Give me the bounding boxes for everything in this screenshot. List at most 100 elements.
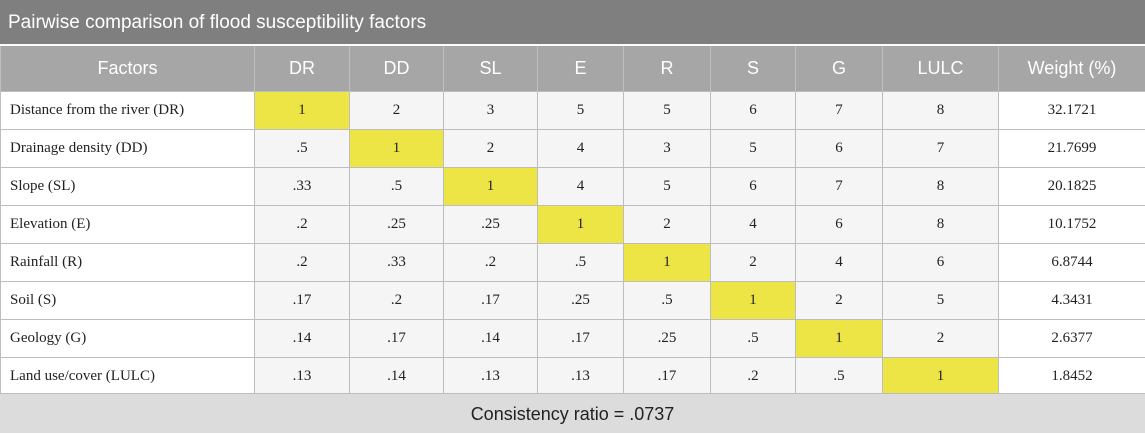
value-cell: 5 xyxy=(883,282,999,320)
value-cell: 6 xyxy=(796,130,883,168)
value-cell: .17 xyxy=(350,320,444,358)
factor-cell: Drainage density (DD) xyxy=(1,130,255,168)
diagonal-cell: 1 xyxy=(350,130,444,168)
value-cell: .14 xyxy=(444,320,538,358)
weight-cell: 32.1721 xyxy=(999,92,1145,130)
value-cell: 2 xyxy=(796,282,883,320)
header-cell: R xyxy=(624,46,711,92)
value-cell: 4 xyxy=(538,130,624,168)
value-cell: 8 xyxy=(883,168,999,206)
value-cell: .17 xyxy=(444,282,538,320)
table-row: Land use/cover (LULC).13.14.13.13.17.2.5… xyxy=(1,358,1145,396)
diagonal-cell: 1 xyxy=(624,244,711,282)
value-cell: .13 xyxy=(255,358,350,396)
value-cell: 3 xyxy=(624,130,711,168)
value-cell: 5 xyxy=(711,130,796,168)
value-cell: 5 xyxy=(624,168,711,206)
header-cell: E xyxy=(538,46,624,92)
diagonal-cell: 1 xyxy=(883,358,999,396)
value-cell: 2 xyxy=(350,92,444,130)
value-cell: 4 xyxy=(538,168,624,206)
value-cell: .5 xyxy=(538,244,624,282)
value-cell: .17 xyxy=(624,358,711,396)
factor-cell: Slope (SL) xyxy=(1,168,255,206)
diagonal-cell: 1 xyxy=(538,206,624,244)
header-cell: Weight (%) xyxy=(999,46,1145,92)
factor-cell: Geology (G) xyxy=(1,320,255,358)
factor-cell: Elevation (E) xyxy=(1,206,255,244)
value-cell: 8 xyxy=(883,92,999,130)
value-cell: 3 xyxy=(444,92,538,130)
header-cell: G xyxy=(796,46,883,92)
consistency-ratio: Consistency ratio = .0737 xyxy=(0,393,1145,433)
factor-cell: Land use/cover (LULC) xyxy=(1,358,255,396)
value-cell: .5 xyxy=(624,282,711,320)
value-cell: 6 xyxy=(711,168,796,206)
weight-cell: 10.1752 xyxy=(999,206,1145,244)
value-cell: .2 xyxy=(255,206,350,244)
value-cell: .5 xyxy=(350,168,444,206)
value-cell: .5 xyxy=(711,320,796,358)
factor-cell: Distance from the river (DR) xyxy=(1,92,255,130)
value-cell: .17 xyxy=(255,282,350,320)
value-cell: 8 xyxy=(883,206,999,244)
value-cell: .25 xyxy=(624,320,711,358)
value-cell: .25 xyxy=(350,206,444,244)
header-cell: LULC xyxy=(883,46,999,92)
header-cell: Factors xyxy=(1,46,255,92)
factor-cell: Rainfall (R) xyxy=(1,244,255,282)
header-cell: SL xyxy=(444,46,538,92)
value-cell: .5 xyxy=(255,130,350,168)
value-cell: 2 xyxy=(624,206,711,244)
value-cell: .25 xyxy=(538,282,624,320)
value-cell: .14 xyxy=(255,320,350,358)
value-cell: 2 xyxy=(883,320,999,358)
header-row: Factors DR DD SL E R S G LULC Weight (%) xyxy=(1,46,1145,92)
value-cell: 6 xyxy=(883,244,999,282)
diagonal-cell: 1 xyxy=(444,168,538,206)
weight-cell: 20.1825 xyxy=(999,168,1145,206)
value-cell: 7 xyxy=(796,168,883,206)
value-cell: 5 xyxy=(538,92,624,130)
value-cell: .13 xyxy=(538,358,624,396)
table-title: Pairwise comparison of flood susceptibil… xyxy=(0,0,1145,46)
value-cell: 2 xyxy=(711,244,796,282)
value-cell: .2 xyxy=(711,358,796,396)
header-cell: DR xyxy=(255,46,350,92)
value-cell: .13 xyxy=(444,358,538,396)
value-cell: 6 xyxy=(796,206,883,244)
value-cell: 7 xyxy=(883,130,999,168)
value-cell: 4 xyxy=(711,206,796,244)
value-cell: .25 xyxy=(444,206,538,244)
value-cell: .33 xyxy=(255,168,350,206)
weight-cell: 2.6377 xyxy=(999,320,1145,358)
value-cell: 2 xyxy=(444,130,538,168)
value-cell: 7 xyxy=(796,92,883,130)
comparison-table: Factors DR DD SL E R S G LULC Weight (%)… xyxy=(0,46,1145,396)
header-cell: S xyxy=(711,46,796,92)
value-cell: .2 xyxy=(444,244,538,282)
value-cell: .5 xyxy=(796,358,883,396)
value-cell: 5 xyxy=(624,92,711,130)
diagonal-cell: 1 xyxy=(255,92,350,130)
value-cell: 4 xyxy=(796,244,883,282)
weight-cell: 1.8452 xyxy=(999,358,1145,396)
diagonal-cell: 1 xyxy=(711,282,796,320)
factor-cell: Soil (S) xyxy=(1,282,255,320)
value-cell: .17 xyxy=(538,320,624,358)
weight-cell: 6.8744 xyxy=(999,244,1145,282)
header-cell: DD xyxy=(350,46,444,92)
value-cell: 6 xyxy=(711,92,796,130)
value-cell: .33 xyxy=(350,244,444,282)
diagonal-cell: 1 xyxy=(796,320,883,358)
value-cell: .2 xyxy=(255,244,350,282)
